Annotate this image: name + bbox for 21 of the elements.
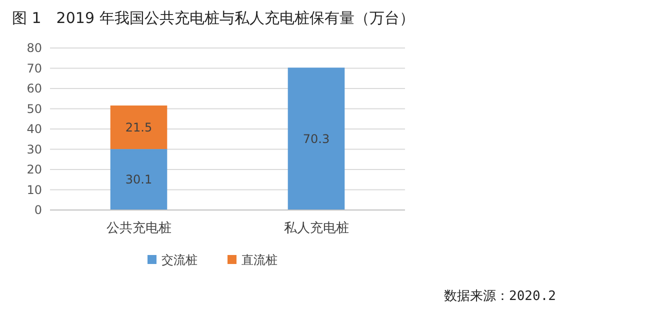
y-tick-label: 10 — [26, 182, 42, 197]
y-tick-label: 50 — [26, 102, 42, 116]
data-label: 30.1 — [125, 172, 152, 187]
y-tick-label: 80 — [26, 41, 42, 55]
x-tick-label: 私人充电桩 — [284, 221, 349, 236]
legend-label: 交流桩 — [162, 253, 198, 267]
data-label: 21.5 — [125, 120, 152, 134]
chart-title: 图 1 2019 年我国公共充电桩与私人充电桩保有量（万台） — [12, 9, 414, 27]
y-tick-label: 40 — [26, 122, 42, 136]
bar — [288, 68, 345, 210]
y-tick-label: 30 — [26, 142, 42, 156]
y-tick-label: 0 — [34, 203, 42, 217]
legend-label: 直流桩 — [242, 253, 278, 267]
bar — [110, 149, 168, 210]
y-tick-label: 20 — [26, 162, 42, 176]
bar — [110, 106, 168, 150]
y-tick-label: 70 — [26, 61, 42, 76]
source-note: 数据来源：2020.2 — [444, 289, 556, 304]
x-tick-label: 公共充电桩 — [106, 221, 172, 236]
y-tick-label: 60 — [26, 82, 42, 96]
data-label: 70.3 — [302, 132, 330, 146]
